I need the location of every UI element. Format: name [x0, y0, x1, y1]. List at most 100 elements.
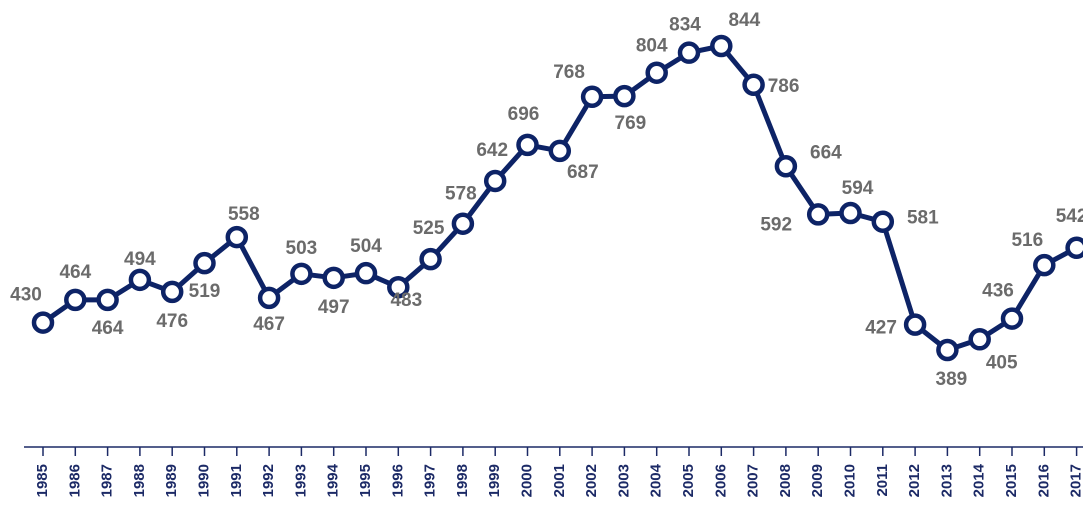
data-label: 494	[124, 249, 156, 270]
x-tick-label: 1989	[163, 464, 180, 497]
data-point	[580, 85, 604, 109]
data-labels: 4304644644944765195584675034975044835255…	[10, 10, 1083, 390]
x-tick-label: 2010	[841, 464, 858, 497]
data-label: 436	[982, 281, 1014, 302]
data-point	[710, 34, 733, 58]
data-label: 834	[669, 15, 701, 36]
data-point	[968, 328, 991, 351]
x-tick-label: 2001	[551, 464, 568, 497]
data-label: 503	[286, 238, 318, 259]
x-tick-label: 1997	[422, 464, 439, 497]
data-point	[903, 313, 927, 336]
x-tick-label: 2009	[809, 464, 826, 497]
x-tick-label: 2017	[1068, 464, 1083, 497]
data-label: 519	[189, 281, 221, 302]
data-label: 483	[390, 290, 422, 311]
data-label: 504	[350, 236, 382, 257]
data-point	[936, 338, 959, 362]
data-label: 430	[10, 285, 42, 306]
x-tick-label: 2007	[745, 464, 762, 497]
data-label: 664	[810, 142, 842, 163]
x-tick-label: 2005	[680, 464, 697, 497]
data-point	[160, 280, 184, 304]
data-point	[645, 61, 668, 84]
data-label: 427	[865, 318, 897, 339]
data-point	[1033, 253, 1056, 277]
x-tick-label: 2014	[971, 463, 988, 497]
data-point	[742, 73, 765, 97]
data-label: 687	[567, 162, 599, 183]
x-tick-label: 1987	[99, 464, 116, 497]
data-point	[516, 133, 539, 157]
x-tick-label: 2015	[1003, 464, 1020, 497]
data-label: 389	[936, 369, 968, 390]
data-label: 696	[508, 104, 540, 125]
data-point	[193, 251, 216, 275]
x-tick-label: 1999	[486, 464, 503, 497]
data-label: 768	[553, 62, 585, 83]
x-tick-label: 2000	[518, 464, 535, 497]
x-tick-label: 1996	[389, 464, 406, 497]
x-tick-label: 1994	[325, 463, 342, 497]
data-point	[225, 225, 249, 249]
x-tick-label: 2002	[583, 464, 600, 497]
data-label: 558	[228, 204, 260, 225]
data-label: 642	[476, 140, 508, 161]
data-point	[96, 288, 119, 312]
x-tick-label: 1990	[195, 464, 212, 497]
data-label: 497	[318, 297, 350, 318]
x-tick-label: 2013	[938, 464, 955, 497]
data-point	[290, 262, 313, 286]
data-label: 467	[253, 314, 285, 335]
data-label: 769	[615, 113, 647, 134]
data-label: 578	[445, 184, 477, 205]
series-line-layer	[40, 43, 1080, 353]
data-label: 464	[59, 262, 91, 283]
data-point	[257, 286, 281, 310]
data-label: 525	[413, 218, 445, 239]
data-label: 542	[1056, 206, 1083, 227]
data-label: 804	[636, 36, 668, 57]
data-point	[871, 210, 895, 233]
data-point	[64, 288, 87, 312]
x-tick-label: 1985	[34, 464, 51, 497]
data-point	[451, 212, 475, 235]
data-label: 594	[842, 178, 874, 199]
data-label: 476	[156, 311, 188, 332]
x-tick-label: 1991	[228, 464, 245, 497]
data-point	[1065, 236, 1083, 260]
x-tick-label: 1986	[66, 464, 83, 497]
x-tick-label: 1993	[292, 464, 309, 497]
data-label: 786	[768, 76, 800, 97]
x-tick-label: 1998	[454, 464, 471, 497]
data-label: 516	[1011, 230, 1043, 251]
data-point	[128, 268, 152, 292]
data-point	[839, 201, 862, 225]
x-tick-label: 2012	[906, 464, 923, 497]
data-point	[806, 203, 830, 226]
data-point	[548, 139, 572, 163]
data-label: 581	[907, 208, 939, 229]
x-tick-label: 2003	[615, 464, 632, 497]
x-tick-label: 1995	[357, 464, 374, 497]
data-label: 464	[92, 318, 124, 339]
data-label: 592	[760, 214, 792, 235]
data-point	[483, 169, 507, 193]
data-point	[354, 261, 378, 285]
x-tick-label: 2008	[777, 464, 794, 497]
data-point	[322, 266, 345, 290]
data-point	[419, 247, 442, 271]
x-tick-label: 2016	[1035, 464, 1052, 497]
data-point	[613, 84, 636, 108]
data-label: 844	[728, 10, 760, 31]
data-label: 405	[986, 352, 1018, 373]
data-point	[677, 41, 701, 64]
x-tick-label: 2011	[874, 464, 891, 497]
x-axis: 1985 1986 1987 1988 1989 1990 1991 1992 1993 1994…	[24, 446, 1083, 497]
data-point	[31, 311, 55, 334]
x-tick-label: 1988	[131, 464, 148, 497]
data-point	[387, 275, 410, 299]
data-point	[1000, 307, 1024, 330]
data-points	[31, 34, 1083, 362]
